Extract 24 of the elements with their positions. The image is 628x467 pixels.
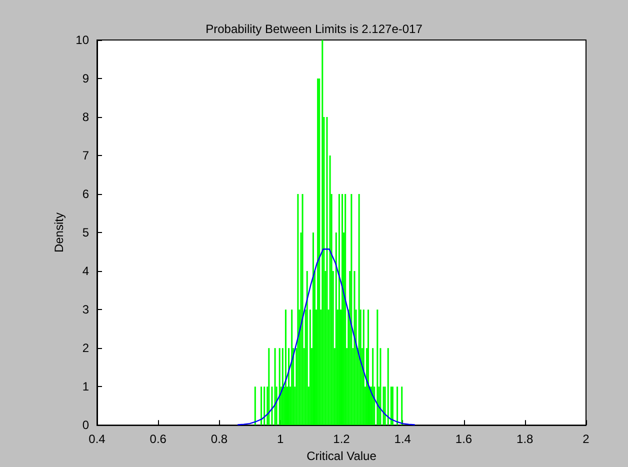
x-tick-label: 1.4: [394, 432, 412, 446]
y-axis-title: Density: [52, 212, 66, 253]
y-tick-label: 8: [82, 110, 90, 124]
x-tick-label: 1.6: [455, 432, 472, 446]
y-tick-label: 3: [82, 302, 90, 317]
y-tick-label: 5: [82, 226, 90, 240]
y-tick-label: 1: [82, 380, 90, 394]
x-tick-label: 2: [582, 432, 590, 446]
y-tick-label: 2: [82, 341, 90, 356]
y-tick-label: 7: [82, 148, 90, 163]
chart-title: Probability Between Limits is 2.127e-017: [206, 22, 423, 36]
x-tick-label: 1.2: [333, 432, 350, 446]
y-tick-label: 4: [82, 264, 90, 278]
y-tick-label: 6: [82, 187, 90, 202]
x-tick-label: 0.6: [150, 432, 167, 446]
x-tick-label: 1.8: [516, 432, 534, 446]
line-series: [236, 248, 416, 426]
y-tick-label: 0: [82, 418, 90, 432]
x-axis-title: Critical Value: [306, 449, 377, 463]
x-tick-label: 0.4: [88, 432, 106, 446]
y-tick-label: 9: [82, 72, 90, 86]
x-tick-label: 0.8: [210, 432, 228, 446]
y-tick-label: 10: [76, 33, 90, 47]
x-tick-label: 1: [277, 432, 284, 446]
